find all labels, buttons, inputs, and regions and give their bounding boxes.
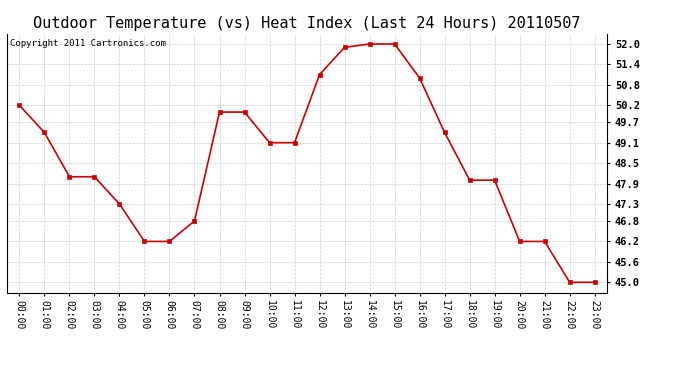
Title: Outdoor Temperature (vs) Heat Index (Last 24 Hours) 20110507: Outdoor Temperature (vs) Heat Index (Las… — [33, 16, 581, 31]
Text: Copyright 2011 Cartronics.com: Copyright 2011 Cartronics.com — [10, 39, 166, 48]
